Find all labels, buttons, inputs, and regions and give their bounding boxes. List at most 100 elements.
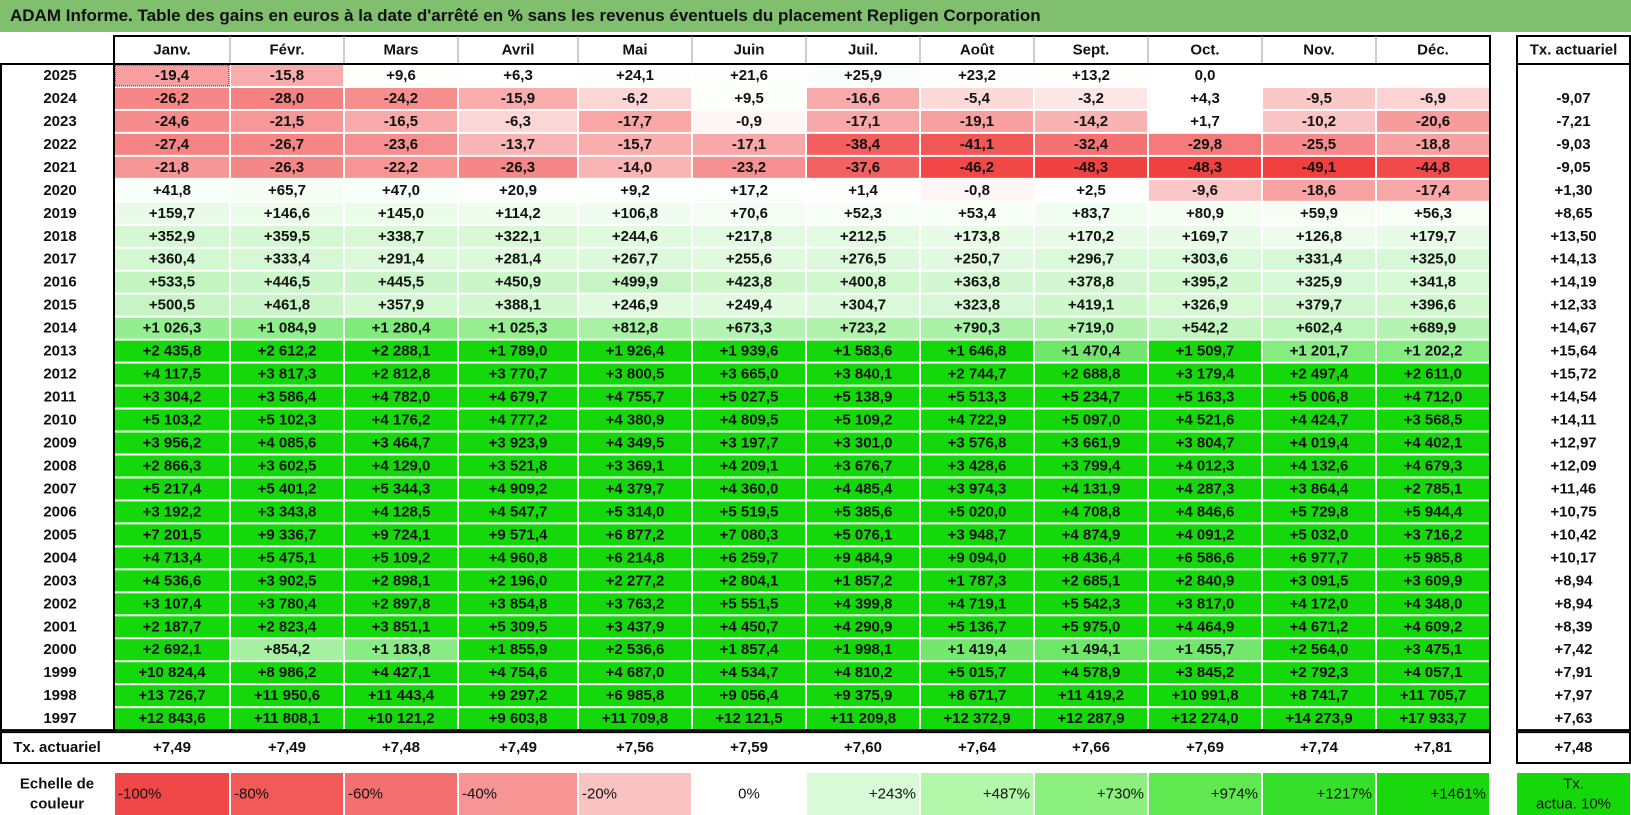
gain-cell (1149, 179, 1261, 201)
gain-value: +80,9 (1186, 205, 1224, 222)
legend-step-label: +974% (1211, 786, 1258, 803)
gain-cell (1149, 225, 1261, 247)
gain-value: +5 314,0 (606, 503, 665, 520)
gain-cell (231, 386, 343, 408)
gain-cell (345, 248, 457, 270)
gain-cell (1149, 248, 1261, 270)
gain-value: +24,1 (616, 67, 654, 84)
gain-cell (579, 639, 691, 661)
gain-cell (1377, 409, 1489, 431)
gain-cell (231, 363, 343, 385)
gain-cell (921, 271, 1033, 293)
gain-cell (459, 294, 577, 316)
gain-value: +5 975,0 (1062, 618, 1121, 635)
gain-value: +3 974,3 (948, 480, 1007, 497)
gain-cell (807, 363, 919, 385)
year-label-2004: 2004 (43, 549, 77, 566)
gain-value: +2,5 (1076, 182, 1106, 199)
gain-value: +1 939,6 (720, 343, 779, 360)
gain-value: -37,6 (846, 159, 880, 176)
gain-value: +2 823,4 (258, 618, 317, 635)
gain-value: +2 866,3 (143, 457, 202, 474)
gain-cell (1035, 639, 1147, 661)
gain-cell (1035, 524, 1147, 546)
gain-value: +5 020,0 (948, 503, 1007, 520)
footer-value: +7,66 (1072, 739, 1110, 756)
month-header-9: Oct. (1190, 42, 1219, 59)
gain-value: +13,2 (1072, 67, 1110, 84)
gain-cell (345, 662, 457, 684)
legend-step-label: -100% (118, 786, 161, 803)
gain-cell (1377, 616, 1489, 638)
gain-value: +4 846,6 (1176, 503, 1235, 520)
gain-cell (1263, 547, 1375, 569)
gain-cell (807, 271, 919, 293)
gain-value: 0,0 (1195, 67, 1216, 84)
month-header-0: Janv. (153, 42, 190, 59)
gain-value: -25,5 (1302, 136, 1336, 153)
gain-value: +4 909,2 (489, 480, 548, 497)
gain-value: -20,6 (1416, 113, 1450, 130)
gain-cell (231, 202, 343, 224)
gain-cell (921, 156, 1033, 178)
gain-cell (459, 65, 577, 86)
gain-value: +1 025,3 (489, 320, 548, 337)
gain-cell (579, 685, 691, 707)
gain-cell (1263, 110, 1375, 132)
gain-cell (115, 225, 229, 247)
gain-cell (459, 386, 577, 408)
gain-cell (693, 363, 805, 385)
gain-cell (459, 363, 577, 385)
gain-value: -49,1 (1302, 159, 1336, 176)
gain-value: +4 209,1 (720, 457, 779, 474)
gain-value: +23,2 (958, 67, 996, 84)
gain-cell (1377, 639, 1489, 661)
gain-cell (1149, 340, 1261, 362)
gain-cell (693, 662, 805, 684)
gain-cell (1263, 570, 1375, 592)
gain-cell (579, 271, 691, 293)
gain-value: +4 485,4 (834, 480, 893, 497)
gain-value: +4 402,1 (1404, 435, 1463, 452)
gain-value: +4 960,8 (489, 549, 548, 566)
gain-value: +1 857,4 (720, 641, 779, 658)
gain-value: +8 436,4 (1062, 549, 1121, 566)
gain-value: +11 705,7 (1400, 687, 1466, 704)
gain-value: -3,2 (1078, 90, 1104, 107)
gain-value: +2 497,4 (1290, 366, 1349, 383)
tx-row-value: -9,03 (1556, 136, 1590, 153)
gain-value: +3 586,4 (258, 389, 317, 406)
gain-value: +3 864,4 (1290, 480, 1349, 497)
gain-cell (807, 294, 919, 316)
year-label-2017: 2017 (43, 251, 76, 268)
gain-value: -26,3 (270, 159, 304, 176)
gain-value: +2 288,1 (372, 343, 431, 360)
gain-cell (345, 294, 457, 316)
gain-value: +52,3 (844, 205, 882, 222)
legend-step-label: +1461% (1431, 786, 1486, 803)
gain-cell (115, 87, 229, 109)
gain-value: +9 724,1 (372, 526, 431, 543)
gain-cell (345, 87, 457, 109)
gain-cell (579, 87, 691, 109)
gain-cell (231, 271, 343, 293)
gain-cell (693, 271, 805, 293)
gain-cell (693, 708, 805, 730)
gain-cell (1377, 156, 1489, 178)
gain-value: +4 708,8 (1062, 503, 1121, 520)
gain-value: +56,3 (1414, 205, 1452, 222)
gain-value: -18,8 (1416, 136, 1450, 153)
year-label-2008: 2008 (43, 457, 76, 474)
legend-step-label: -60% (348, 786, 383, 803)
gain-cell (1035, 65, 1147, 86)
gain-value: +4 679,3 (1404, 457, 1463, 474)
legend-swatch (693, 773, 805, 815)
gain-value: +446,5 (264, 274, 310, 291)
gain-cell (1263, 524, 1375, 546)
gain-value: +1 494,1 (1062, 641, 1121, 658)
gain-cell (807, 386, 919, 408)
gain-value: +3 091,5 (1290, 572, 1349, 589)
gain-cell (1149, 202, 1261, 224)
gain-value: +5 138,9 (834, 389, 893, 406)
gain-value: +4 874,9 (1062, 526, 1121, 543)
